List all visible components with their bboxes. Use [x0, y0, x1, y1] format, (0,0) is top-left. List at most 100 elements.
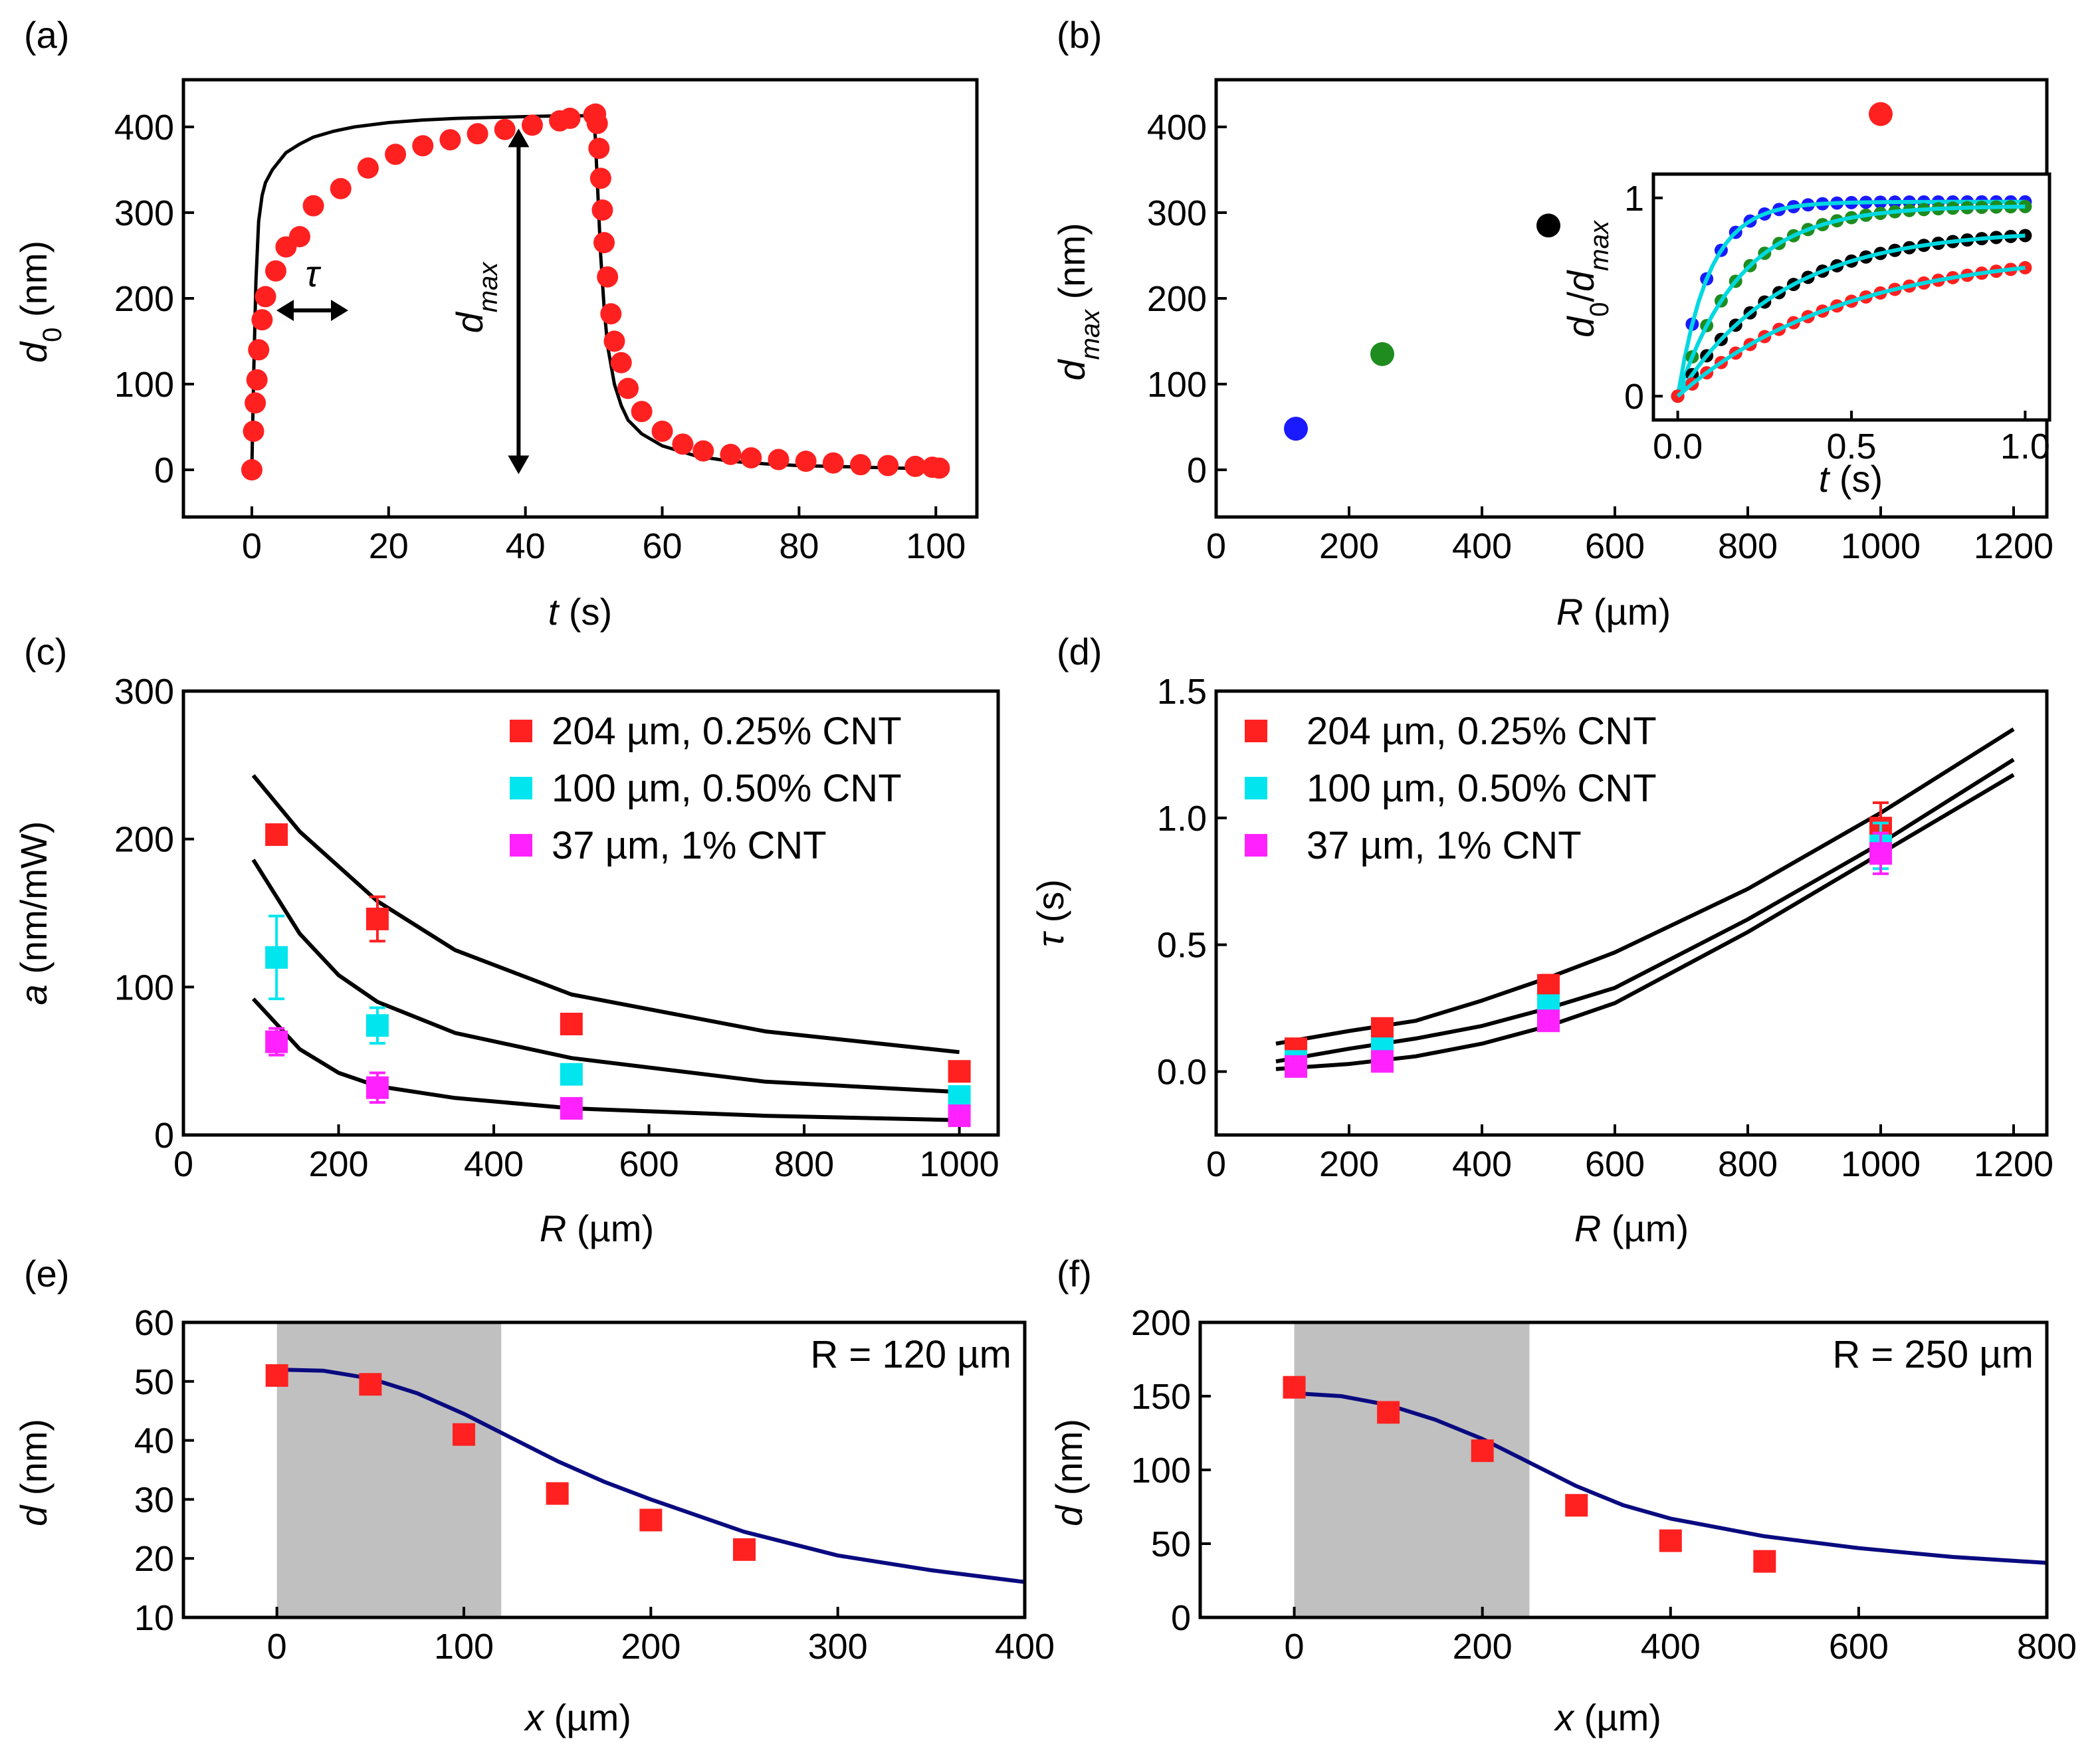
panel-d-xtick-label: 200: [1319, 1144, 1379, 1184]
panel-c-data-point: [560, 1063, 583, 1086]
panel-c-data-point: [948, 1085, 971, 1108]
panel-f-xtick-label: 0: [1285, 1627, 1305, 1667]
panel-e-data-point: [265, 1364, 288, 1387]
panel-a-data-point: [928, 457, 950, 479]
panel-e-plot: x (µm) d (nm) 0 100 200 300 400 10 20 30 40 50 60 R…: [13, 1303, 1055, 1738]
panel-f-ytick-label: 0: [1171, 1598, 1191, 1638]
panel-d-xtick-label: 800: [1718, 1144, 1778, 1184]
panel-b-data-point: [1370, 342, 1394, 366]
panel-a-data-point: [850, 454, 872, 476]
panel-f-shaded-region: [1294, 1322, 1530, 1617]
panel-c-plot: R (µm) a (nm/mW) 0 200 400 600 800 1000 0 100 20…: [13, 672, 1000, 1249]
panel-d-data-point: [1537, 974, 1560, 997]
panel-b-inset-point: [2018, 199, 2032, 213]
panel-b-inset-point: [2018, 260, 2032, 274]
panel-a-data-point: [591, 199, 613, 221]
panel-b-ytick-label: 100: [1147, 365, 1207, 405]
panel-d-data-point: [1371, 1050, 1394, 1073]
panel-f-data-point: [1565, 1494, 1588, 1517]
panel-c-ytick-label: 300: [114, 672, 174, 712]
panel-c-xtick-label: 0: [173, 1144, 193, 1184]
panel-f-xtick-label: 400: [1641, 1627, 1701, 1667]
panel-b-inset-xlabel: t (s): [1819, 458, 1883, 500]
panel-a-data-point: [822, 452, 844, 474]
panel-c-legend-marker: [510, 834, 532, 857]
panel-b-inset-fit-line: [1676, 265, 2026, 398]
panel-e-data-point: [359, 1373, 382, 1396]
panel-e-ytick-label: 60: [134, 1303, 174, 1343]
panel-label-a: (a): [24, 14, 69, 56]
panel-a-dmax-arrow-head: [508, 455, 530, 474]
panel-a-data-point: [720, 443, 742, 465]
panel-b-xtick-label: 400: [1452, 526, 1512, 566]
panel-label-b: (b): [1057, 14, 1102, 56]
panel-f-xlabel: x (µm): [1553, 1697, 1661, 1738]
panel-b-inset-xtick-label: 1.0: [2000, 427, 2050, 466]
panel-a-data-point: [740, 447, 762, 468]
panel-a-data-point: [521, 114, 543, 136]
panel-b-ytick-label: 200: [1147, 279, 1207, 319]
panel-c-legend-label: 100 µm, 0.50% CNT: [552, 767, 902, 810]
panel-label-f: (f): [1057, 1253, 1092, 1294]
panel-c-xtick-label: 800: [774, 1144, 834, 1184]
panel-c-data-point: [366, 1076, 389, 1099]
panel-e-data-point: [546, 1482, 569, 1505]
panel-d-ylabel: τ (s): [1029, 879, 1071, 947]
panel-b-inset-fit-line: [1676, 233, 2026, 397]
panel-b-data-point: [1284, 417, 1308, 441]
panel-a-ytick-label: 0: [154, 451, 174, 490]
panel-e-data-point: [639, 1508, 663, 1532]
panel-a-data-point: [597, 266, 619, 288]
panel-b-ytick-label: 0: [1187, 451, 1207, 490]
panel-a-xtick-label: 20: [369, 526, 409, 566]
panel-a-fit-line: [250, 114, 936, 470]
panel-a-xlabel: t (s): [548, 591, 612, 633]
panel-a-data-point: [241, 459, 262, 481]
panel-e-xtick-label: 0: [267, 1627, 287, 1667]
panel-a-xtick-label: 60: [642, 526, 682, 566]
panel-b-xtick-label: 600: [1585, 526, 1645, 566]
panel-c-ylabel: a (nm/mW): [13, 821, 54, 1005]
panel-a-data-point: [264, 260, 286, 282]
panel-d-ytick-label: 1.0: [1157, 799, 1207, 839]
panel-e-ytick-label: 30: [134, 1480, 174, 1520]
panel-a-data-point: [330, 177, 352, 199]
panel-f-ytick-label: 50: [1151, 1524, 1191, 1564]
panel-c-legend-marker: [510, 777, 532, 799]
panel-c-ytick-label: 0: [154, 1116, 174, 1156]
panel-a-plot: t (s) d0 (nm) 0 20 40 60 80 100 0 100 200 300 400 τ…: [13, 78, 979, 633]
panel-f-ytick-label: 150: [1131, 1377, 1191, 1417]
panel-d-xtick-label: 0: [1206, 1144, 1226, 1184]
panel-b-data-point: [1536, 213, 1560, 238]
panel-a-data-point: [795, 451, 817, 472]
panel-c-xtick-label: 600: [619, 1144, 679, 1184]
panel-a-data-point: [589, 167, 611, 189]
panel-e-radius-annotation: R = 120 µm: [810, 1333, 1011, 1376]
panel-e-xlabel: x (µm): [523, 1697, 631, 1738]
panel-d-data-point: [1371, 1017, 1394, 1040]
panel-f-ytick-label: 100: [1131, 1451, 1191, 1491]
panel-a-data-point: [246, 369, 268, 391]
panel-e-ytick-label: 50: [134, 1362, 174, 1402]
panel-a-data-point: [904, 455, 926, 477]
panel-a-data-point: [593, 232, 615, 254]
panel-c-fit-line: [251, 997, 960, 1122]
panel-b-plot: R (µm) dmax (nm) 0 200 400 600 800 1000 120001…: [1051, 78, 2053, 633]
panel-a-data-point: [385, 144, 407, 165]
panel-d-ytick-label: 0.0: [1157, 1053, 1207, 1092]
panel-a-data-point: [559, 108, 581, 130]
panel-b-data-point: [1869, 102, 1893, 126]
panel-e-xtick-label: 400: [995, 1627, 1055, 1667]
panel-a-data-point: [586, 112, 608, 134]
panel-a-dmax-label: dmax: [449, 261, 503, 334]
panel-b-inset-xtick-label: 0.0: [1653, 427, 1703, 466]
panel-a-data-point: [672, 433, 694, 455]
panel-b-xtick-label: 1000: [1841, 526, 1921, 566]
panel-a-data-point: [631, 401, 653, 423]
panel-f-plot: x (µm) d (nm) 0 200 400 600 800 0 50 100 150 200 R…: [1048, 1303, 2077, 1738]
panel-d-legend-marker: [1245, 720, 1267, 742]
panel-a-data-point: [288, 226, 310, 248]
panel-b-xtick-label: 1200: [1974, 526, 2053, 566]
panel-f-ylabel: d (nm): [1048, 1419, 1090, 1526]
